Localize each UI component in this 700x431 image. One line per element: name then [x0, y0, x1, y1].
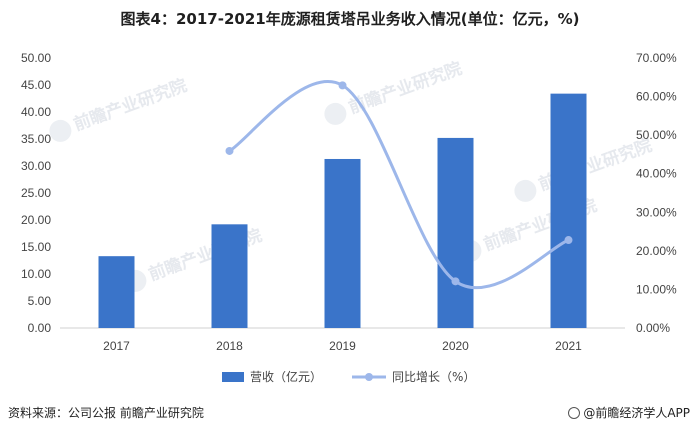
left-tick-label: 45.00 [21, 78, 51, 92]
chart-title: 图表4：2017-2021年庞源租赁塔吊业务收入情况(单位：亿元，%) [120, 10, 580, 28]
line-point [338, 81, 347, 90]
right-tick-label: 40.00% [636, 167, 677, 181]
left-tick-label: 25.00 [21, 186, 51, 200]
line-point [564, 236, 573, 245]
right-tick-label: 10.00% [636, 282, 677, 296]
legend-label-revenue: 营收（亿元） [250, 369, 322, 384]
x-tick-label: 2018 [216, 339, 243, 353]
right-tick-label: 30.00% [636, 205, 677, 219]
left-axis: 0.00 5.00 10.00 15.00 20.00 25.00 30.00 35.00 40… [21, 51, 51, 335]
x-tick-label: 2020 [442, 339, 469, 353]
right-tick-label: 60.00% [636, 90, 677, 104]
right-axis: 0.00% 10.00% 20.00% 30.00% 40.00% 50.00% 60.00… [636, 51, 677, 335]
bar [211, 224, 248, 328]
left-tick-label: 20.00 [21, 213, 51, 227]
brand-logo-icon [568, 407, 581, 419]
bar [324, 158, 361, 328]
left-tick-label: 30.00 [21, 159, 51, 173]
right-tick-label: 0.00% [636, 321, 670, 335]
growth-line [228, 80, 570, 290]
x-axis: 2017 2018 2019 2020 2021 [103, 339, 582, 353]
x-tick-label: 2017 [103, 339, 130, 353]
bar [98, 256, 135, 328]
bar-series [98, 93, 587, 328]
brand-note: @前瞻经济学人APP [568, 404, 690, 421]
line-series [225, 80, 573, 290]
left-tick-label: 0.00 [28, 321, 52, 335]
source-note: 资料来源：公司公报 前瞻产业研究院 [8, 406, 204, 420]
right-tick-label: 50.00% [636, 128, 677, 142]
left-tick-label: 35.00 [21, 132, 51, 146]
left-tick-label: 5.00 [28, 294, 52, 308]
right-tick-label: 70.00% [636, 51, 677, 65]
line-point [451, 277, 460, 286]
bar [550, 93, 587, 328]
legend-swatch-bar [222, 372, 244, 382]
legend: 营收（亿元） 同比增长（%） [222, 369, 475, 384]
bar [437, 137, 474, 328]
left-tick-label: 10.00 [21, 267, 51, 281]
right-tick-label: 20.00% [636, 244, 677, 258]
line-point [225, 146, 234, 155]
left-tick-label: 15.00 [21, 240, 51, 254]
x-tick-label: 2019 [329, 339, 356, 353]
x-tick-label: 2021 [555, 339, 582, 353]
left-tick-label: 40.00 [21, 105, 51, 119]
left-tick-label: 50.00 [21, 51, 51, 65]
legend-label-growth: 同比增长（%） [392, 370, 475, 384]
legend-swatch-marker [365, 373, 373, 381]
